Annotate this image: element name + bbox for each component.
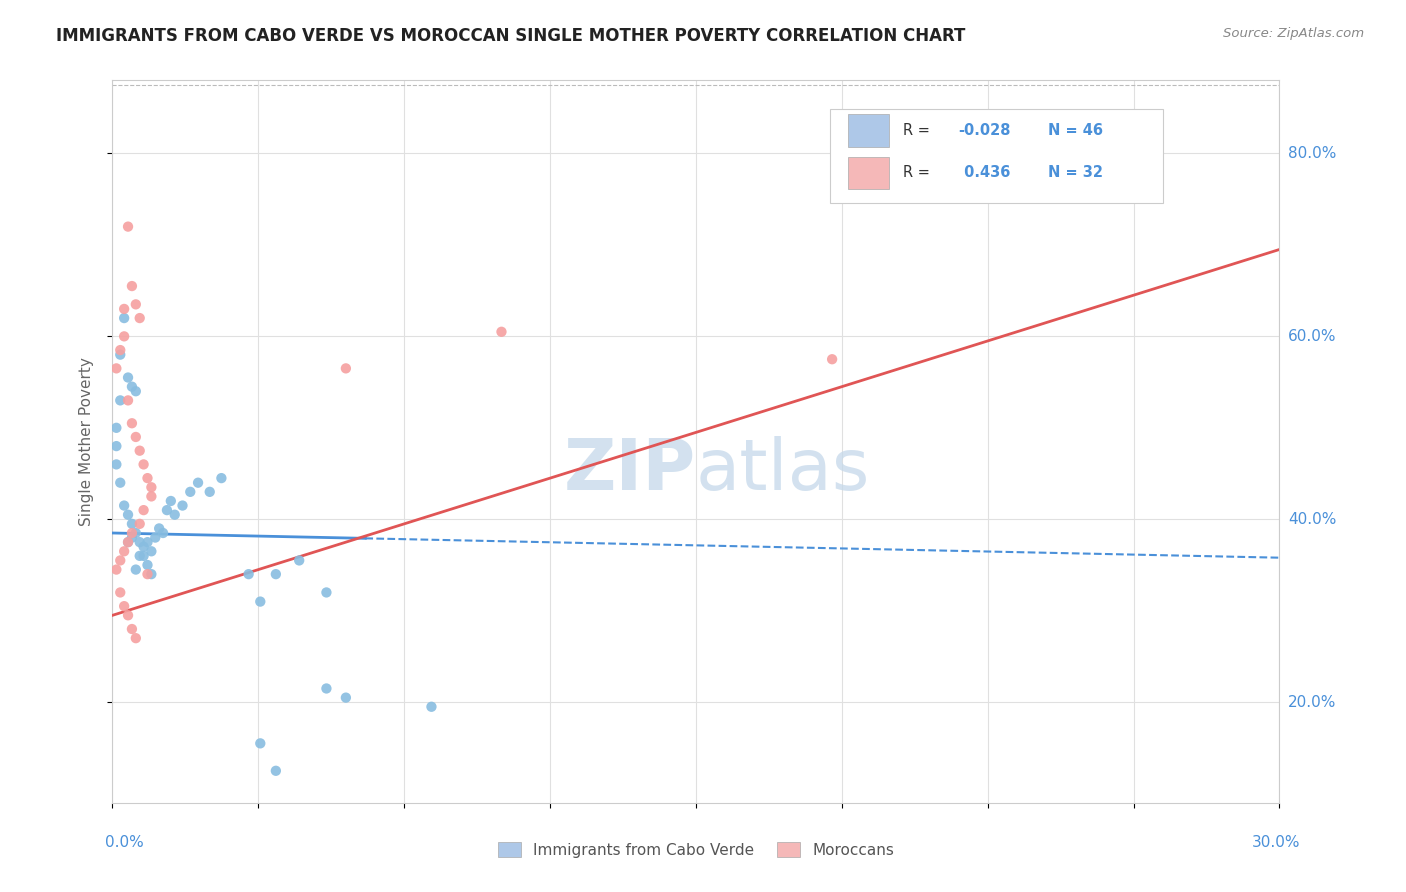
- Point: [117, 535, 139, 549]
- Point: [315, 585, 337, 599]
- Text: Source: ZipAtlas.com: Source: ZipAtlas.com: [1223, 27, 1364, 40]
- Point: [132, 458, 155, 472]
- Text: IMMIGRANTS FROM CABO VERDE VS MOROCCAN SINGLE MOTHER POVERTY CORRELATION CHART: IMMIGRANTS FROM CABO VERDE VS MOROCCAN S…: [56, 27, 966, 45]
- Point: [105, 439, 128, 453]
- Point: [132, 503, 155, 517]
- Bar: [848, 114, 889, 147]
- Text: 0.436: 0.436: [959, 165, 1010, 180]
- Point: [491, 325, 513, 339]
- Point: [110, 343, 132, 357]
- Text: N = 32: N = 32: [1049, 165, 1104, 180]
- Text: 80.0%: 80.0%: [1288, 146, 1336, 161]
- Point: [112, 301, 135, 316]
- Bar: [848, 156, 889, 189]
- Point: [249, 594, 271, 608]
- Point: [125, 297, 148, 311]
- Point: [209, 471, 232, 485]
- Point: [264, 764, 287, 778]
- Bar: [830, 109, 1163, 203]
- Point: [198, 484, 221, 499]
- Y-axis label: Single Mother Poverty: Single Mother Poverty: [79, 357, 94, 526]
- Point: [148, 521, 170, 535]
- Point: [128, 549, 150, 563]
- Point: [141, 480, 163, 494]
- Point: [163, 508, 186, 522]
- Point: [128, 535, 150, 549]
- Point: [143, 531, 166, 545]
- Point: [110, 553, 132, 567]
- Point: [132, 549, 155, 563]
- Point: [335, 690, 357, 705]
- Point: [125, 430, 148, 444]
- Point: [132, 540, 155, 554]
- Point: [117, 508, 139, 522]
- Point: [125, 526, 148, 541]
- Text: 40.0%: 40.0%: [1288, 512, 1336, 527]
- Point: [821, 352, 844, 367]
- Text: -0.028: -0.028: [959, 123, 1011, 138]
- Point: [117, 608, 139, 623]
- Text: 60.0%: 60.0%: [1288, 329, 1336, 343]
- Point: [105, 563, 128, 577]
- Point: [156, 503, 179, 517]
- Point: [112, 311, 135, 326]
- Point: [141, 490, 163, 504]
- Text: 30.0%: 30.0%: [1253, 836, 1301, 850]
- Point: [117, 393, 139, 408]
- Point: [125, 563, 148, 577]
- Point: [238, 567, 260, 582]
- Point: [128, 516, 150, 531]
- Point: [121, 526, 143, 541]
- Point: [121, 416, 143, 430]
- Point: [112, 329, 135, 343]
- Point: [121, 622, 143, 636]
- Point: [125, 384, 148, 399]
- Point: [112, 499, 135, 513]
- Text: N = 46: N = 46: [1049, 123, 1104, 138]
- Point: [136, 567, 159, 582]
- Point: [121, 516, 143, 531]
- Point: [117, 535, 139, 549]
- Point: [288, 553, 311, 567]
- Point: [112, 544, 135, 558]
- Point: [105, 458, 128, 472]
- Point: [121, 379, 143, 393]
- Text: R =: R =: [903, 123, 934, 138]
- Point: [117, 219, 139, 234]
- Text: 0.0%: 0.0%: [105, 836, 145, 850]
- Point: [121, 279, 143, 293]
- Point: [160, 494, 183, 508]
- Text: atlas: atlas: [696, 436, 870, 505]
- Legend: Immigrants from Cabo Verde, Moroccans: Immigrants from Cabo Verde, Moroccans: [492, 836, 900, 863]
- Point: [179, 484, 201, 499]
- Point: [152, 526, 174, 541]
- Point: [420, 699, 443, 714]
- Text: ZIP: ZIP: [564, 436, 696, 505]
- Point: [128, 443, 150, 458]
- Point: [105, 421, 128, 435]
- Point: [136, 471, 159, 485]
- Point: [117, 370, 139, 384]
- Point: [125, 631, 148, 645]
- Point: [264, 567, 287, 582]
- Point: [110, 585, 132, 599]
- Point: [128, 311, 150, 326]
- Point: [112, 599, 135, 614]
- Point: [136, 535, 159, 549]
- Text: R =: R =: [903, 165, 934, 180]
- Point: [249, 736, 271, 750]
- Point: [121, 531, 143, 545]
- Point: [105, 361, 128, 376]
- Point: [136, 558, 159, 572]
- Point: [110, 475, 132, 490]
- Point: [315, 681, 337, 696]
- Point: [141, 544, 163, 558]
- Text: 20.0%: 20.0%: [1288, 695, 1336, 710]
- Point: [110, 393, 132, 408]
- Point: [187, 475, 209, 490]
- Point: [110, 348, 132, 362]
- Point: [335, 361, 357, 376]
- Point: [172, 499, 194, 513]
- Point: [141, 567, 163, 582]
